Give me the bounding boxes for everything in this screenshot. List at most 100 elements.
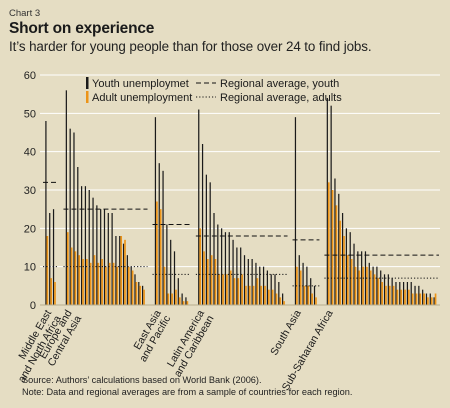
youth-bar <box>380 270 382 305</box>
adult-bar <box>101 259 103 305</box>
youth-bar <box>92 197 94 305</box>
adult-bar <box>343 236 345 305</box>
youth-bar <box>353 243 355 305</box>
adult-bar <box>248 285 251 305</box>
adult-bar <box>226 274 228 305</box>
youth-bar <box>96 205 98 305</box>
adult-bar <box>427 297 429 305</box>
youth-bar <box>383 274 386 305</box>
adult-bar <box>423 293 425 305</box>
adult-bar <box>78 255 81 305</box>
adult-bar <box>415 293 418 305</box>
youth-bar <box>130 266 132 305</box>
youth-bar <box>217 224 219 305</box>
youth-bar <box>142 285 144 305</box>
youth-bar <box>201 144 204 305</box>
adult-bar <box>396 289 399 305</box>
adult-bar <box>82 259 84 305</box>
youth-bar <box>395 282 397 305</box>
y-tick-label: 10 <box>24 262 36 274</box>
adult-bar <box>97 262 100 305</box>
youth-bar <box>170 239 172 305</box>
youth-bar <box>361 251 363 305</box>
youth-bar <box>173 251 176 305</box>
adult-bar <box>366 266 368 305</box>
adult-bar <box>408 289 410 305</box>
youth-bar <box>306 266 308 305</box>
adult-bar <box>46 236 49 305</box>
adult-bar <box>143 289 145 305</box>
adult-bar <box>206 259 209 305</box>
youth-bar <box>209 182 211 305</box>
adult-bar <box>267 289 270 305</box>
youth-bar <box>166 224 168 305</box>
youth-bar <box>73 132 75 305</box>
adult-bar <box>237 278 240 305</box>
adult-bar <box>156 201 158 305</box>
adult-bar <box>373 274 376 305</box>
youth-bar <box>228 232 230 305</box>
adult-bar <box>199 228 202 305</box>
legend-label: Regional average, adults <box>220 92 342 104</box>
chart-title: Short on experience <box>9 20 155 37</box>
adult-bar <box>299 270 302 305</box>
youth-bar <box>433 297 435 305</box>
adult-bar <box>167 293 170 305</box>
adult-bar <box>385 285 387 305</box>
youth-bar <box>298 255 300 305</box>
youth-bar <box>65 90 67 305</box>
adult-bar <box>222 274 224 305</box>
region-label: South Asia <box>268 308 304 358</box>
youth-bar <box>107 213 109 305</box>
youth-bar <box>221 228 223 305</box>
youth-bar <box>266 270 268 305</box>
chart-kicker: Chart 3 <box>9 8 41 19</box>
adult-bar <box>163 266 166 305</box>
youth-bar <box>274 274 276 305</box>
adult-bar <box>377 278 380 305</box>
youth-bar <box>103 209 106 305</box>
adult-bar <box>311 293 313 305</box>
y-tick-label: 0 <box>30 300 36 312</box>
y-tick-label: 30 <box>24 185 36 197</box>
youth-bar <box>115 236 117 305</box>
youth-bar <box>391 278 393 305</box>
chart-subtitle: It’s harder for young people than for th… <box>9 39 372 54</box>
adult-bar <box>159 209 162 305</box>
youth-bar <box>282 293 284 305</box>
youth-bar <box>240 247 242 305</box>
youth-bar <box>334 178 336 305</box>
youth-bar <box>326 98 328 305</box>
youth-bar <box>357 251 359 305</box>
adult-bar <box>347 255 349 305</box>
youth-bar <box>52 209 55 305</box>
y-tick-label: 20 <box>24 223 36 235</box>
adult-bar <box>66 232 69 305</box>
youth-bar <box>185 297 187 305</box>
adult-bar <box>256 278 259 305</box>
youth-bar <box>205 174 207 305</box>
youth-bar <box>181 293 183 305</box>
adult-bar <box>381 282 384 305</box>
youth-bar <box>77 167 79 305</box>
adult-bar <box>175 289 177 305</box>
youth-bar <box>422 289 424 305</box>
adult-bar <box>186 301 189 305</box>
adult-bar <box>171 293 173 305</box>
youth-bar <box>402 282 405 305</box>
youth-bar <box>80 186 83 305</box>
youth-bar <box>224 232 227 305</box>
adult-bar <box>430 297 433 305</box>
youth-bar <box>414 285 416 305</box>
adult-bar <box>350 259 353 305</box>
adult-bar <box>74 251 77 305</box>
adult-bar <box>434 293 437 305</box>
adult-bar <box>279 297 282 305</box>
y-tick-label: 50 <box>24 108 36 120</box>
adult-bar <box>339 220 342 305</box>
adult-bar <box>70 247 73 305</box>
adult-bar <box>229 270 232 305</box>
adult-bar <box>112 262 115 305</box>
adult-bar <box>120 236 123 305</box>
